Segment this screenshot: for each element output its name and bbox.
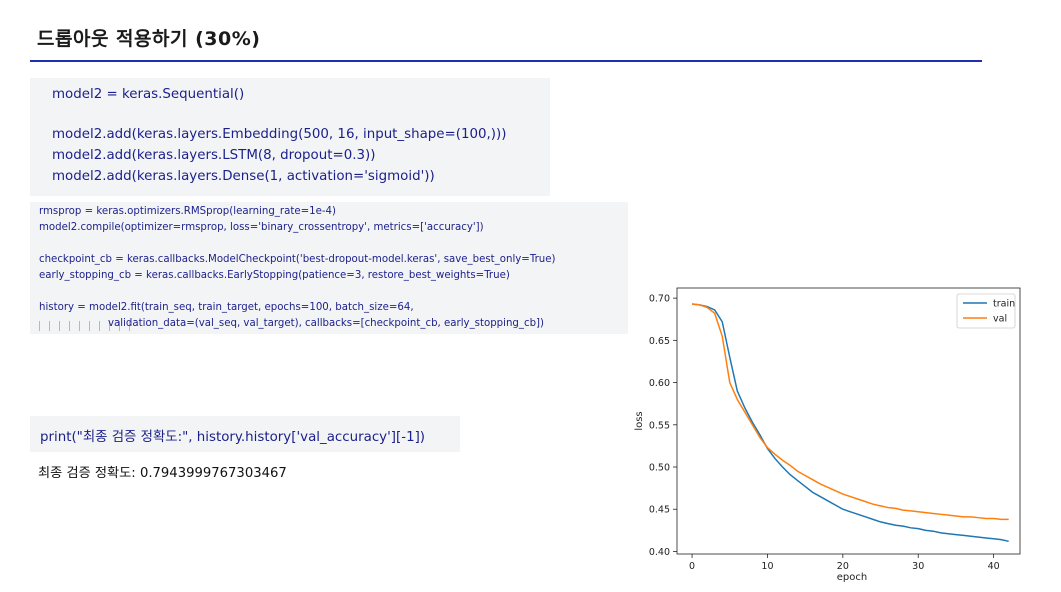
print-code: print("최종 검증 정확도:", history.history['val… — [30, 416, 460, 452]
y-tick-label: 0.40 — [649, 547, 670, 558]
series-line-val — [691, 303, 1009, 521]
indent-guide — [39, 321, 137, 331]
code-line: checkpoint_cb = keras.callbacks.ModelChe… — [39, 254, 556, 265]
y-axis: 0.40 0.45 0.50 0.55 0.60 0.65 0.70 — [649, 294, 677, 558]
y-tick-label: 0.70 — [649, 294, 670, 305]
x-tick-label: 30 — [912, 561, 924, 572]
code-line: model2.add(keras.layers.LSTM(8, dropout=… — [52, 148, 376, 163]
code-line: model2.add(keras.layers.Embedding(500, 1… — [52, 127, 507, 142]
output-text: 최종 검증 정확도: 0.7943999767303467 — [38, 466, 287, 481]
legend: train val — [956, 293, 1016, 329]
code-line: early_stopping_cb = keras.callbacks.Earl… — [39, 270, 510, 281]
x-axis: 0 10 20 30 40 — [689, 554, 1000, 572]
code-line: model2 = keras.Sequential() — [52, 87, 245, 102]
y-tick-label: 0.60 — [649, 378, 670, 389]
x-tick-label: 10 — [761, 561, 773, 572]
x-tick-label: 20 — [837, 561, 849, 572]
y-tick-label: 0.55 — [649, 420, 670, 431]
model-definition-code: model2 = keras.Sequential() model2.add(k… — [30, 78, 550, 196]
code-line: rmsprop = keras.optimizers.RMSprop(learn… — [39, 206, 336, 217]
plot-frame — [676, 287, 1021, 555]
code-line: model2.compile(optimizer=rmsprop, loss='… — [39, 222, 484, 233]
code-line: validation_data=(val_seq, val_target), c… — [108, 318, 545, 329]
x-tick-label: 40 — [988, 561, 1000, 572]
slide-title: 드롭아웃 적용하기 (30%) — [37, 28, 261, 50]
loss-chart: 0.40 0.45 0.50 0.55 0.60 0.65 0.70 0 10 20 30 40 l… — [634, 287, 1021, 583]
legend-train-label: train — [993, 299, 1015, 310]
y-tick-label: 0.45 — [649, 505, 670, 516]
code-line: history = model2.fit(train_seq, train_ta… — [39, 302, 414, 313]
training-code: rmsprop = keras.optimizers.RMSprop(learn… — [30, 202, 628, 334]
code-line: model2.add(keras.layers.Dense(1, activat… — [52, 169, 435, 184]
title-divider — [30, 60, 982, 62]
legend-val-label: val — [993, 314, 1007, 325]
code-line: print("최종 검증 정확도:", history.history['val… — [40, 430, 426, 445]
x-axis-label: epoch — [837, 572, 867, 583]
y-tick-label: 0.50 — [649, 463, 670, 474]
y-axis-label: loss — [634, 411, 645, 430]
series-line-train — [691, 303, 1009, 543]
y-tick-label: 0.65 — [649, 336, 670, 347]
series-layer — [691, 303, 1009, 543]
x-tick-label: 0 — [689, 561, 695, 572]
